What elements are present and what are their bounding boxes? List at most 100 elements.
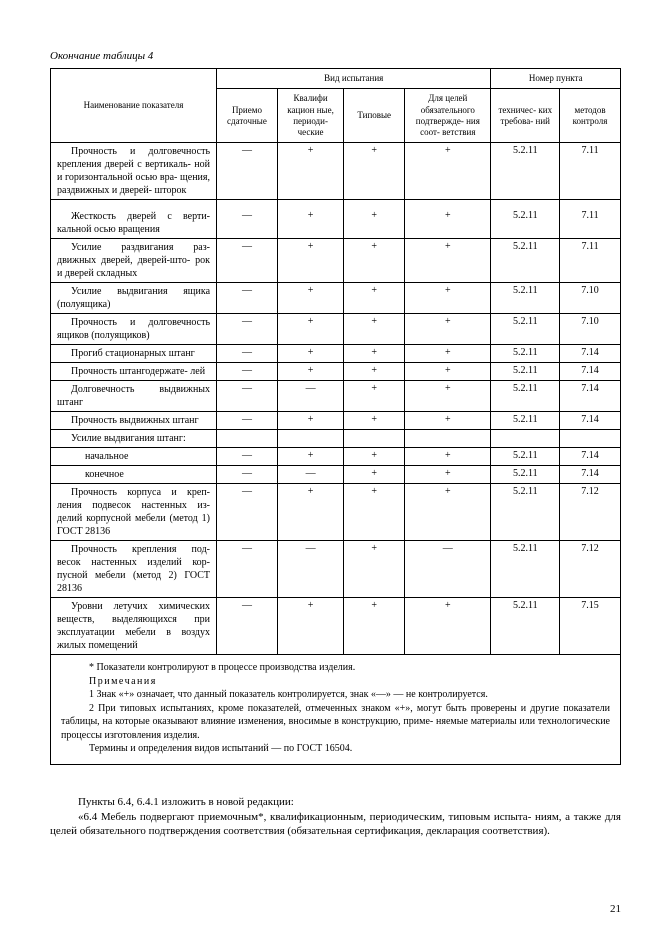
row-name: Уровни летучих химических веществ, выдел… (51, 598, 217, 655)
table-cell: + (344, 448, 405, 466)
table-cell: 7.14 (560, 363, 621, 381)
table-cell: 5.2.11 (491, 466, 560, 484)
table-cell: + (277, 363, 343, 381)
table-cell: 7.11 (560, 200, 621, 239)
header-col6: методов контроля (560, 89, 621, 143)
note-head: Примечания (61, 675, 610, 689)
bottom-text: Пункты 6.4, 6.4.1 изложить в новой редак… (50, 795, 621, 840)
table-cell: — (217, 541, 278, 598)
table-cell: 5.2.11 (491, 363, 560, 381)
table-cell: — (217, 345, 278, 363)
table-cell: 7.14 (560, 412, 621, 430)
header-col2: Квалифи кацион ные, периоди- ческие (277, 89, 343, 143)
row-name: Прочность выдвижных штанг (51, 412, 217, 430)
table-cell: + (405, 363, 491, 381)
page-number: 21 (610, 903, 621, 915)
note-1: 1 Знак «+» означает, что данный показате… (61, 688, 610, 702)
table-cell: + (344, 541, 405, 598)
table-cell: + (405, 381, 491, 412)
table-cell: — (277, 541, 343, 598)
table-cell: 5.2.11 (491, 412, 560, 430)
header-col4: Для целей обязательного подтвержде- ния … (405, 89, 491, 143)
table-cell: 7.11 (560, 239, 621, 283)
table-notes: * Показатели контролируют в процессе про… (51, 655, 621, 765)
table-cell: 5.2.11 (491, 484, 560, 541)
table-cell: + (344, 466, 405, 484)
table-cell: + (344, 283, 405, 314)
table-cell: + (277, 314, 343, 345)
table-cell: + (405, 314, 491, 345)
table-cell: + (405, 239, 491, 283)
table-cell: + (277, 598, 343, 655)
table-cell: 7.12 (560, 484, 621, 541)
header-col3: Типовые (344, 89, 405, 143)
table-cell: 5.2.11 (491, 381, 560, 412)
table-cell: + (277, 143, 343, 200)
table-cell (277, 430, 343, 448)
table-cell: + (344, 345, 405, 363)
table-cell: 7.15 (560, 598, 621, 655)
table-cell: 7.11 (560, 143, 621, 200)
table-cell: — (217, 283, 278, 314)
table-cell: + (277, 283, 343, 314)
table-cell: — (217, 448, 278, 466)
table-cell: — (405, 541, 491, 598)
table-cell: + (277, 239, 343, 283)
table-cell: — (277, 466, 343, 484)
table-cell: — (217, 412, 278, 430)
table-cell: 5.2.11 (491, 314, 560, 345)
header-num-group: Номер пункта (491, 69, 621, 89)
note-2: 2 При типовых испытаниях, кроме показате… (61, 702, 610, 743)
table-cell: 7.14 (560, 345, 621, 363)
bottom-p1: Пункты 6.4, 6.4.1 изложить в новой редак… (50, 795, 621, 810)
table-cell: + (405, 143, 491, 200)
table-cell: + (344, 143, 405, 200)
table-cell: — (217, 381, 278, 412)
table-cell: 7.10 (560, 283, 621, 314)
table-cell (491, 430, 560, 448)
row-name: Долговечность выдвижных штанг (51, 381, 217, 412)
table-cell: + (344, 484, 405, 541)
row-name: Жесткость дверей с верти- кальной осью в… (51, 200, 217, 239)
table-cell: — (217, 143, 278, 200)
table-cell: + (405, 466, 491, 484)
table-cell: + (405, 283, 491, 314)
bottom-p2: «6.4 Мебель подвергают приемочным*, квал… (50, 810, 621, 840)
row-name: Прогиб стационарных штанг (51, 345, 217, 363)
row-name: Усилие выдвигания ящика (полуящика) (51, 283, 217, 314)
table-cell (344, 430, 405, 448)
table-cell: 7.14 (560, 448, 621, 466)
table-cell: 5.2.11 (491, 448, 560, 466)
row-name: Усилие раздвигания раз- движных дверей, … (51, 239, 217, 283)
table-cell: 5.2.11 (491, 541, 560, 598)
table-cell: — (217, 466, 278, 484)
table-cell: — (217, 363, 278, 381)
table-cell: + (344, 412, 405, 430)
table-cell: 5.2.11 (491, 345, 560, 363)
table-cell: + (405, 200, 491, 239)
note-star: * Показатели контролируют в процессе про… (61, 661, 610, 675)
table-cell: + (277, 412, 343, 430)
table-cell: + (344, 381, 405, 412)
table-cell: + (405, 448, 491, 466)
table-cell: + (344, 239, 405, 283)
table-cell: 7.14 (560, 381, 621, 412)
header-col1: Приемо сдаточные (217, 89, 278, 143)
table-cell: + (405, 598, 491, 655)
table-cell: + (344, 363, 405, 381)
table-cell: + (344, 200, 405, 239)
row-name: Усилие выдвигания штанг: (51, 430, 217, 448)
table-cell: — (217, 314, 278, 345)
table-cell: 5.2.11 (491, 143, 560, 200)
table-cell: + (277, 484, 343, 541)
table-cell: 5.2.11 (491, 200, 560, 239)
row-name: конечное (51, 466, 217, 484)
table-cell: — (217, 200, 278, 239)
table-cell: + (344, 314, 405, 345)
table-cell (217, 430, 278, 448)
table-cell: 5.2.11 (491, 239, 560, 283)
table-cell: 7.14 (560, 466, 621, 484)
table-cell: + (405, 345, 491, 363)
header-col5: техничес- ких требова- ний (491, 89, 560, 143)
row-name: Прочность штангодержате- лей (51, 363, 217, 381)
